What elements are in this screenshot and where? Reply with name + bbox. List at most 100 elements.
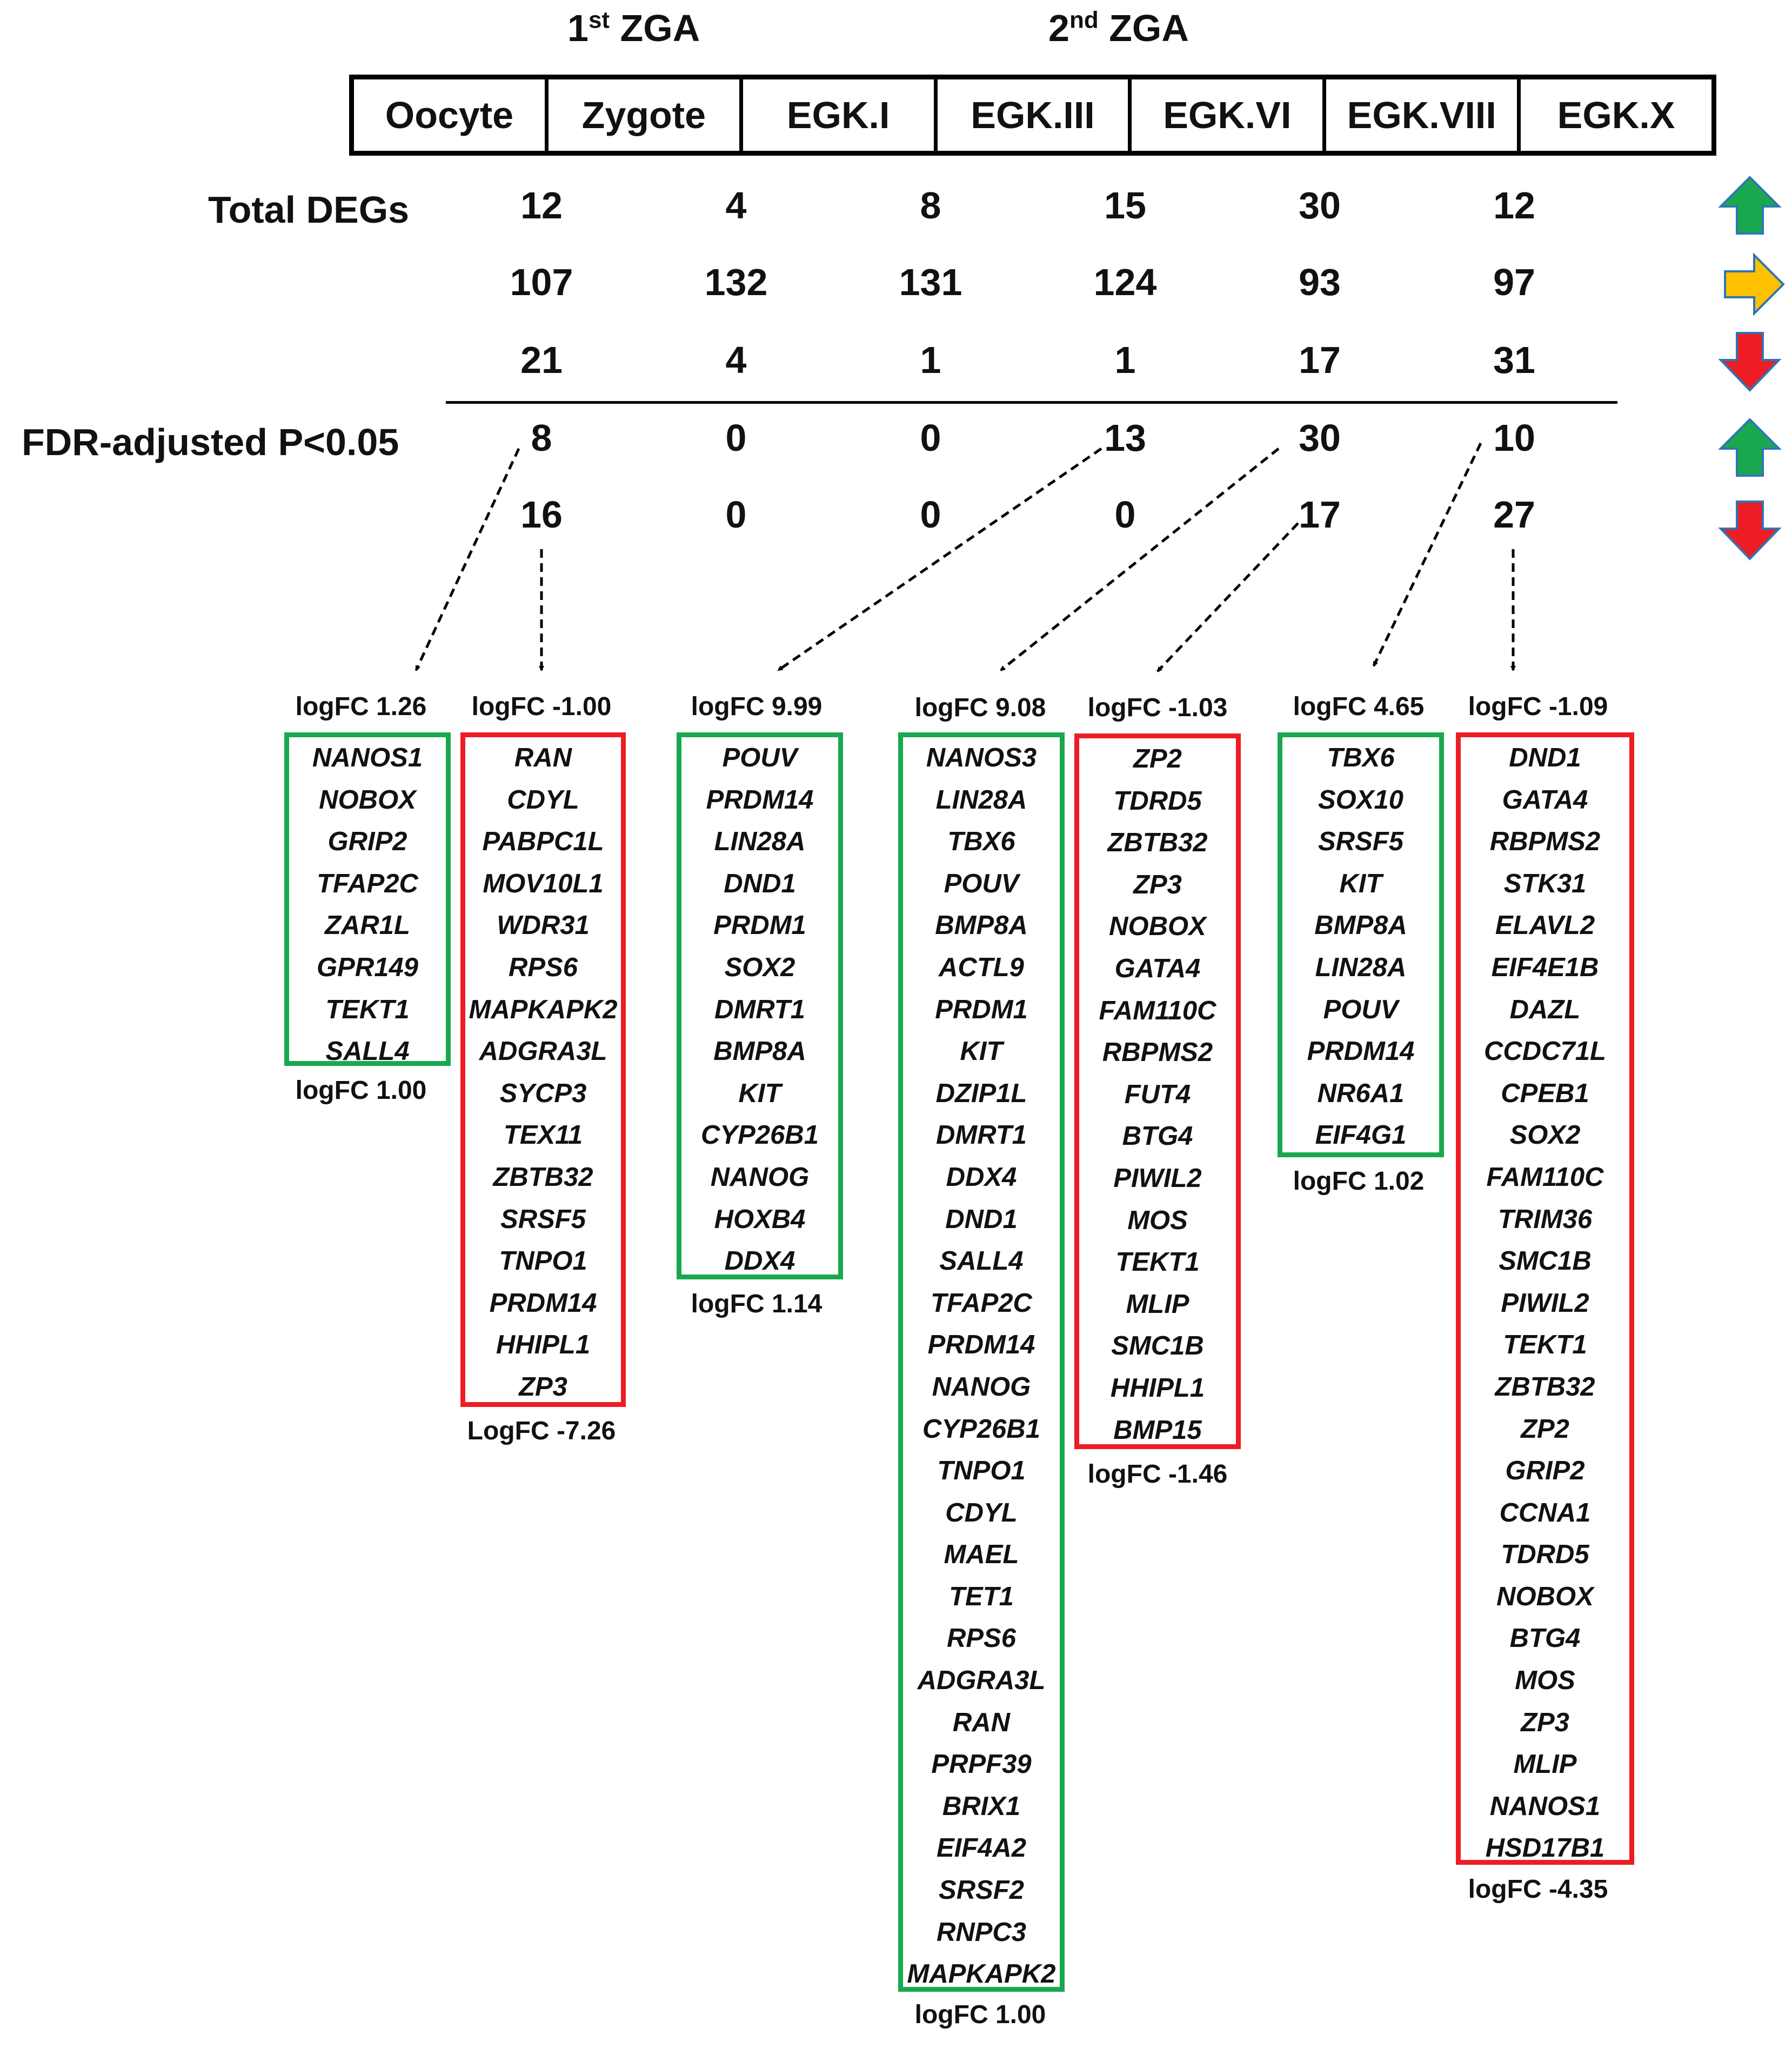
gene-name: HHIPL1 [496, 1330, 591, 1360]
gene-name: DDX4 [946, 1162, 1017, 1192]
fdr-up-value: 8 [531, 417, 552, 459]
gene-name: BMP8A [935, 911, 1028, 940]
total-down-value: 17 [1299, 339, 1341, 381]
total-unchanged-value: 131 [899, 261, 962, 303]
gene-name: ZAR1L [325, 911, 410, 940]
gene-name: KIT [1339, 869, 1382, 898]
gene-name: RPS6 [946, 1624, 1016, 1653]
logfc-bottom-label: LogFC -7.26 [467, 1417, 616, 1445]
gene-name: LIN28A [1315, 952, 1407, 982]
fdr-down-value: 0 [1114, 493, 1136, 536]
logfc-bottom-label: logFC 1.00 [914, 2000, 1046, 2029]
gene-name: BMP8A [713, 1037, 806, 1066]
gene-name: GATA4 [1502, 785, 1588, 815]
gene-list-box-up: TBX6 SOX10 SRSF5 KIT BMP8A LIN28A POUV P… [1278, 732, 1444, 1157]
gene-name: SRSF5 [500, 1204, 586, 1234]
gene-name: RPS6 [508, 952, 578, 982]
gene-name: PRDM14 [706, 785, 814, 815]
gene-name: ZP2 [1521, 1414, 1569, 1444]
logfc-bottom-label: logFC 1.02 [1293, 1167, 1425, 1196]
gene-name: NANOS3 [926, 743, 1037, 772]
gene-name: TDRD5 [1113, 786, 1202, 816]
gene-name: LIN28A [935, 785, 1027, 815]
total-down-value: 21 [520, 339, 563, 381]
second-zga-label: 2nd ZGA [1048, 6, 1189, 49]
gene-name: MAPKAPK2 [907, 1959, 1056, 1989]
gene-name: TET1 [949, 1582, 1014, 1611]
gene-name: MLIP [1513, 1750, 1577, 1779]
gene-name: EIF4A2 [936, 1833, 1027, 1863]
gene-name: LIN28A [714, 827, 806, 857]
gene-name: TBX6 [1327, 743, 1395, 772]
gene-name: BTG4 [1122, 1122, 1193, 1151]
gene-name: DMRT1 [936, 1120, 1027, 1150]
total-down-value: 1 [1114, 339, 1136, 381]
fdr-down-value: 0 [725, 493, 747, 536]
gene-name: CDYL [945, 1498, 1018, 1527]
fdr-up-value: 0 [920, 417, 941, 459]
logfc-bottom-label: logFC -4.35 [1468, 1875, 1608, 1904]
stage-egk-x: EGK.X [1557, 94, 1675, 136]
connector-arrows [414, 442, 1516, 672]
stage-egk-viii: EGK.VIII [1326, 79, 1521, 151]
gene-name: PIWIL2 [1501, 1288, 1589, 1318]
first-zga-label: 1st ZGA [567, 6, 700, 49]
gene-name: HSD17B1 [1485, 1833, 1605, 1863]
total-up-value: 15 [1104, 184, 1146, 226]
gene-name: TDRD5 [1501, 1540, 1589, 1570]
logfc-bottom-label: logFC 1.00 [295, 1076, 427, 1105]
gene-name: EIF4G1 [1315, 1120, 1407, 1150]
gene-name: SOX2 [724, 952, 795, 982]
stage-egk-i: EGK.I [743, 79, 938, 151]
gene-name: CCDC71L [1484, 1037, 1606, 1066]
fdr-down-value: 27 [1493, 493, 1535, 536]
total-down-value: 31 [1493, 339, 1535, 381]
gene-name: HHIPL1 [1110, 1373, 1205, 1403]
gene-name: NOBOX [1496, 1582, 1594, 1611]
fdr-up-value: 13 [1104, 417, 1146, 459]
gene-name: TEKT1 [1503, 1330, 1587, 1360]
arrow-right-icon [1724, 252, 1785, 316]
stage-egk-iii: EGK.III [938, 79, 1132, 151]
gene-name: ELAVL2 [1495, 911, 1595, 940]
gene-name: POUV [944, 869, 1019, 898]
table-separator [446, 401, 1617, 404]
total-up-value: 12 [520, 184, 563, 226]
gene-name: DAZL [1509, 995, 1581, 1024]
gene-list-box-up: NANOS3 LIN28A TBX6 POUV BMP8A ACTL9 PRDM… [898, 732, 1065, 1992]
gene-name: NOBOX [1109, 912, 1206, 942]
gene-list-box-down: DND1 GATA4 RBPMS2 STK31 ELAVL2 EIF4E1B D… [1456, 732, 1634, 1865]
logfc-bottom-label: logFC 1.14 [691, 1290, 823, 1318]
gene-name: POUV [722, 743, 798, 772]
gene-name: GATA4 [1114, 953, 1201, 983]
fdr-up-value: 0 [725, 417, 747, 459]
total-unchanged-value: 107 [510, 261, 573, 303]
gene-name: SYCP3 [499, 1078, 587, 1108]
gene-name: SALL4 [939, 1246, 1024, 1276]
gene-name: FAM110C [1486, 1162, 1604, 1192]
gene-name: CCNA1 [1499, 1498, 1591, 1527]
gene-name: FUT4 [1124, 1079, 1191, 1109]
gene-name: PRPF39 [931, 1750, 1032, 1779]
gene-name: CYP26B1 [701, 1120, 819, 1150]
arrow-up-icon [1718, 176, 1782, 235]
connector-arrow [777, 447, 1102, 672]
gene-name: CYP26B1 [922, 1414, 1040, 1444]
fdr-label: FDR-adjusted P<0.05 [22, 421, 399, 463]
gene-name: MAEL [944, 1540, 1019, 1570]
gene-name: MOS [1127, 1205, 1188, 1235]
total-unchanged-value: 93 [1299, 261, 1341, 303]
gene-name: STK31 [1503, 869, 1587, 898]
total-unchanged-value: 132 [704, 261, 768, 303]
gene-name: SOX10 [1318, 785, 1403, 815]
gene-name: TEKT1 [325, 995, 410, 1024]
gene-name: SALL4 [325, 1037, 410, 1066]
gene-name: PRDM1 [713, 911, 806, 940]
gene-name: ADGRA3L [479, 1037, 607, 1066]
fdr-up-value: 10 [1493, 417, 1535, 459]
gene-name: DND1 [945, 1204, 1018, 1234]
gene-name: GPR149 [317, 952, 418, 982]
gene-name: BRIX1 [942, 1791, 1021, 1821]
gene-name: ADGRA3L [917, 1666, 1046, 1696]
gene-name: PIWIL2 [1113, 1163, 1202, 1193]
